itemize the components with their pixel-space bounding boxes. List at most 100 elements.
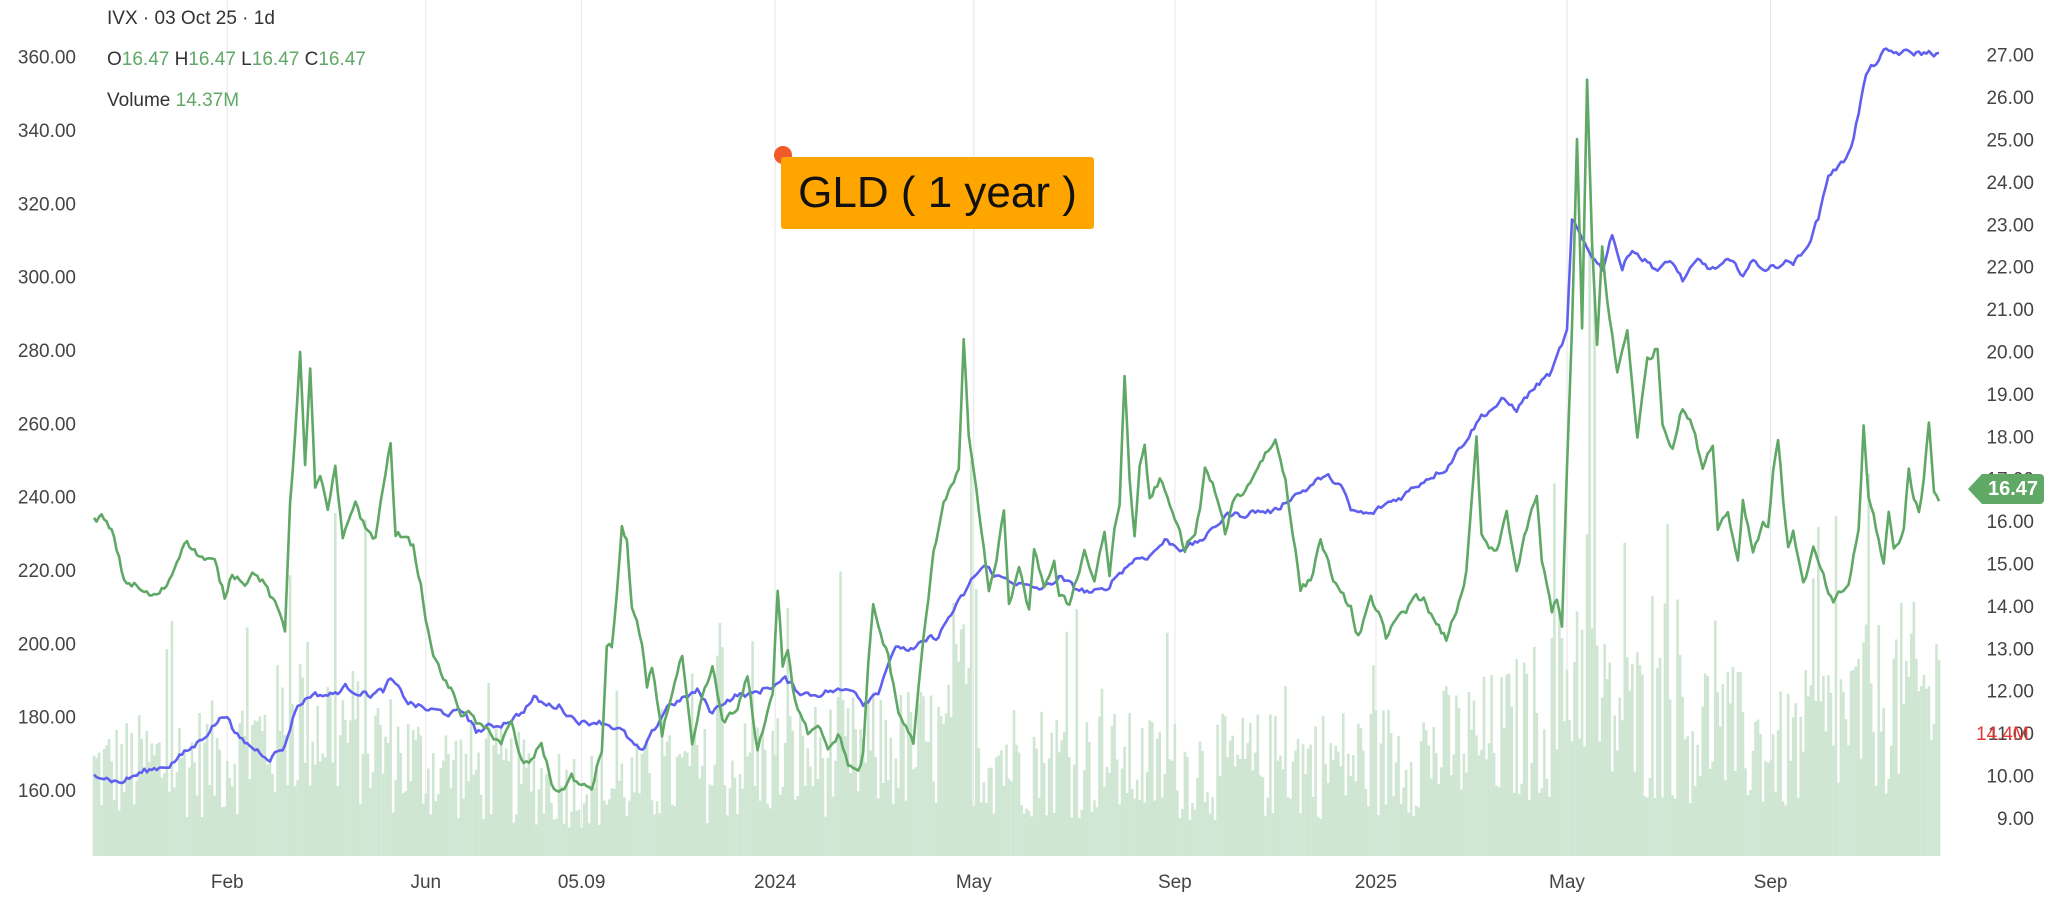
volume-bar-479 xyxy=(1296,738,1300,856)
volume-bar-448 xyxy=(1218,776,1222,856)
x-tick-label-8: Sep xyxy=(1754,872,1788,893)
volume-bar-532 xyxy=(1429,778,1433,856)
volume-bar-165 xyxy=(507,761,511,856)
volume-bar-125 xyxy=(406,724,410,856)
volume-bar-705 xyxy=(1864,624,1868,856)
volume-bar-329 xyxy=(919,691,923,856)
volume-bar-372 xyxy=(1027,810,1031,856)
volume-bar-363 xyxy=(1005,744,1008,856)
volume-bar-54 xyxy=(228,777,232,856)
volume-bar-592 xyxy=(1580,629,1584,856)
volume-bar-714 xyxy=(1887,778,1891,856)
left-tick-label-9: 180.00 xyxy=(18,708,76,729)
volume-bar-288 xyxy=(816,778,820,856)
volume-bar-421 xyxy=(1150,722,1154,856)
volume-bar-396 xyxy=(1088,742,1091,856)
volume-bar-335 xyxy=(934,802,938,856)
volume-bar-105 xyxy=(356,681,360,856)
volume-value: 14.37M xyxy=(175,90,240,111)
volume-bar-66 xyxy=(258,716,262,856)
volume-bar-516 xyxy=(1389,733,1393,856)
annotation-callout[interactable]: GLD ( 1 year ) xyxy=(781,157,1094,229)
volume-bar-569 xyxy=(1522,662,1526,856)
volume-bar-68 xyxy=(263,714,267,856)
volume-bar-547 xyxy=(1467,691,1471,856)
volume-bar-649 xyxy=(1724,780,1727,856)
volume-bar-162 xyxy=(499,729,503,856)
volume-bar-611 xyxy=(1628,690,1632,856)
volume-bar-331 xyxy=(924,741,928,856)
right-tick-label-6: 21.00 xyxy=(1986,300,2034,321)
volume-bar-107 xyxy=(361,753,365,856)
volume-bar-418 xyxy=(1143,802,1146,856)
volume-bar-687 xyxy=(1819,701,1823,856)
volume-bar-387 xyxy=(1065,631,1069,856)
volume-bar-65 xyxy=(256,721,259,856)
volume-bar-470 xyxy=(1274,716,1277,856)
volume-bar-163 xyxy=(502,759,506,856)
volume-bar-606 xyxy=(1615,750,1619,856)
volume-bar-143 xyxy=(452,760,455,856)
volume-bar-48 xyxy=(213,795,216,856)
volume-bar-87 xyxy=(311,741,314,856)
close-label: C xyxy=(304,49,319,70)
volume-bar-197 xyxy=(587,823,591,856)
volume-bar-683 xyxy=(1809,685,1813,856)
volume-bar-621 xyxy=(1653,797,1657,856)
volume-bar-524 xyxy=(1409,762,1413,856)
volume-bar-600 xyxy=(1600,697,1604,856)
volume-bar-97 xyxy=(336,786,340,856)
volume-bar-627 xyxy=(1668,699,1672,856)
volume-bar-219 xyxy=(643,744,646,856)
date-label: 03 Oct 25 xyxy=(154,8,237,29)
volume-bar-554 xyxy=(1485,759,1488,856)
volume-bar-306 xyxy=(861,738,865,856)
volume-bar-187 xyxy=(562,823,566,856)
volume-bar-643 xyxy=(1708,768,1712,856)
volume-bar-287 xyxy=(814,707,817,856)
volume-bar-712 xyxy=(1882,707,1886,856)
volume-bar-300 xyxy=(846,708,850,856)
right-tick-label-2: 25.00 xyxy=(1986,131,2034,152)
volume-bar-349 xyxy=(969,460,973,856)
volume-bar-188 xyxy=(565,769,568,856)
volume-bar-587 xyxy=(1568,720,1571,856)
volume-bar-454 xyxy=(1233,766,1237,856)
volume-bar-154 xyxy=(479,794,483,856)
volume-bar-727 xyxy=(1920,686,1923,856)
volume-bar-146 xyxy=(459,739,463,856)
volume-bar-98 xyxy=(339,735,342,856)
volume-bar-236 xyxy=(685,752,689,856)
volume-bar-436 xyxy=(1188,819,1192,856)
volume-bar-100 xyxy=(344,719,347,856)
volume-bar-507 xyxy=(1367,806,1370,856)
volume-bar-379 xyxy=(1045,815,1048,856)
volume-bar-46 xyxy=(208,785,211,856)
x-tick-label-2: 05.09 xyxy=(558,872,606,893)
volume-bar-566 xyxy=(1515,659,1519,856)
volume-bar-562 xyxy=(1505,674,1508,856)
volume-bar-195 xyxy=(582,803,586,856)
volume-bar-670 xyxy=(1776,730,1780,856)
volume-bar-29 xyxy=(165,648,169,856)
volume-bar-286 xyxy=(811,786,815,856)
volume-bar-342 xyxy=(952,602,955,856)
volume-bar-584 xyxy=(1560,637,1564,856)
volume-bar-531 xyxy=(1427,745,1431,856)
volume-bar-302 xyxy=(851,697,855,856)
volume-bar-11 xyxy=(120,744,123,856)
volume-bar-178 xyxy=(540,767,543,856)
volume-bar-514 xyxy=(1384,804,1388,856)
volume-bar-270 xyxy=(771,730,774,856)
volume-bar-227 xyxy=(663,755,666,856)
volume-bar-645 xyxy=(1713,620,1717,856)
x-axis: Feb Jun 05.09 2024 May Sep 2025 May Sep xyxy=(211,872,1788,893)
volume-bar-144 xyxy=(454,740,458,856)
volume-bar-497 xyxy=(1341,713,1345,856)
volume-bar-71 xyxy=(271,773,274,856)
volume-bar-724 xyxy=(1912,601,1916,856)
volume-bar-452 xyxy=(1228,740,1232,856)
volume-bar-38 xyxy=(188,767,191,856)
volume-bar-596 xyxy=(1590,628,1594,856)
volume-bar-158 xyxy=(489,814,493,856)
